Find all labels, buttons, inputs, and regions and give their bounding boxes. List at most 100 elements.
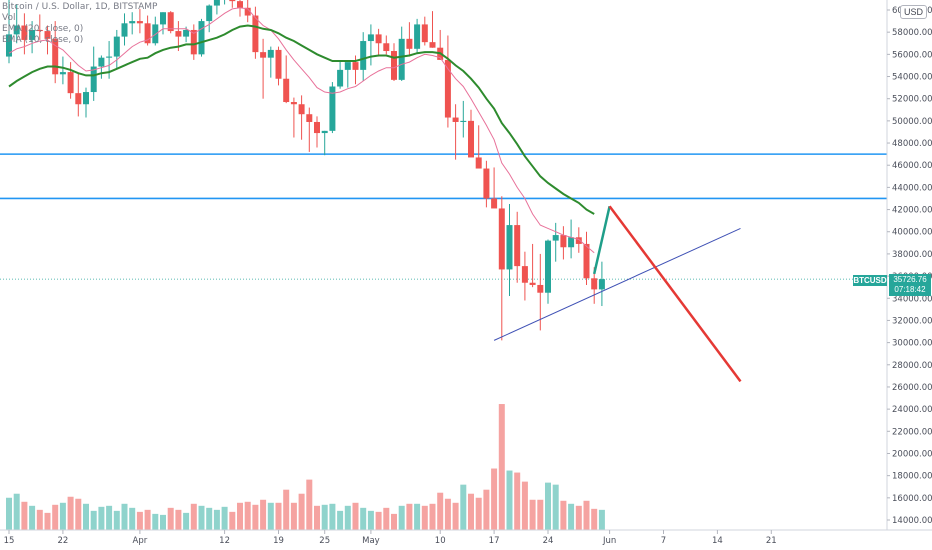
volume-bar [552, 484, 559, 530]
candle-body [129, 21, 136, 24]
volume-bar [29, 505, 36, 530]
candle-body [36, 29, 43, 32]
candle-body [598, 279, 605, 290]
y-tick-label: 50000.00 [892, 117, 932, 127]
candle-body [337, 69, 344, 87]
candle-body [167, 12, 174, 32]
candle-body [391, 51, 397, 80]
volume-bar [591, 508, 598, 530]
volume-bar [537, 499, 544, 530]
y-tick-label: 34000.00 [892, 294, 932, 304]
candle-body [444, 59, 451, 118]
volume-bar [321, 504, 328, 530]
candle-body [468, 120, 474, 158]
volume-bar [229, 511, 236, 530]
y-tick-label: 42000.00 [892, 206, 932, 216]
y-tick-label: 32000.00 [892, 316, 932, 326]
symbol-price-tag: BTCUSD [853, 275, 887, 286]
candle-body [290, 102, 297, 105]
volume-bar [514, 472, 521, 530]
x-tick-label: 25 [319, 536, 330, 546]
volume-bar [568, 503, 575, 530]
volume-bar [83, 503, 89, 530]
y-tick-label: 26000.00 [892, 383, 932, 393]
y-tick-label: 58000.00 [892, 28, 932, 38]
candle-body [360, 41, 367, 70]
y-tick-label: 16000.00 [892, 494, 932, 504]
x-tick-label: Apr [133, 536, 148, 546]
candle-body [491, 198, 498, 209]
volume-bar [560, 500, 567, 530]
candle-body [383, 43, 390, 52]
volume-bar [52, 504, 59, 530]
candle-body [460, 120, 467, 122]
candle-body [375, 34, 382, 44]
volume-bar [421, 505, 428, 530]
ema-10-line [8, 7, 595, 254]
volume-bar [383, 507, 390, 530]
x-tick-label: 21 [766, 536, 777, 546]
candle-body [229, 0, 236, 2]
candle-body [29, 29, 36, 40]
volume-bar [583, 500, 590, 530]
candle-body [552, 235, 559, 241]
candle-body [113, 36, 120, 57]
candle-body [506, 225, 513, 270]
volume-bar [190, 503, 197, 530]
volume-bar [129, 507, 136, 530]
volume-bar [136, 511, 143, 530]
y-tick-label: 30000.00 [892, 339, 932, 349]
volume-bar [483, 489, 490, 530]
volume-bar [575, 505, 582, 530]
currency-button[interactable]: USD [900, 5, 928, 19]
volume-bar [298, 493, 305, 530]
candle-body [175, 31, 182, 37]
candle-body [583, 243, 590, 279]
candle-body [237, 1, 243, 8]
volume-bar [75, 498, 82, 530]
candle-body [106, 56, 113, 58]
volume-bar [283, 489, 290, 530]
candle-body [267, 49, 274, 58]
candle-body [75, 93, 82, 105]
x-tick-label: 15 [4, 536, 15, 546]
x-tick-label: 17 [489, 536, 500, 546]
candle-body [537, 284, 544, 293]
candle-body [21, 25, 28, 40]
volume-bar [391, 513, 397, 530]
volume-bar [183, 512, 190, 530]
volume-bar [44, 512, 51, 530]
volume-bar [375, 511, 382, 530]
ema-20-label: EMA (20, close, 0) [2, 24, 84, 34]
ema-10-label: EMA (10, close, 0) [2, 35, 84, 45]
candle-body [144, 23, 151, 44]
volume-bar [260, 499, 267, 530]
candle-body [206, 5, 213, 22]
volume-bar [498, 404, 505, 530]
x-tick-label: 22 [57, 536, 68, 546]
candle-body [483, 168, 490, 199]
volume-bar [444, 498, 451, 530]
volume-bar [367, 510, 374, 530]
y-tick-label: 54000.00 [892, 73, 932, 83]
candle-body [352, 62, 359, 70]
candle-body [67, 72, 74, 94]
candle-body [244, 7, 251, 16]
candle-body [121, 23, 128, 37]
candle-body [514, 225, 521, 267]
volume-bar [344, 505, 351, 530]
x-tick-label: 10 [435, 536, 446, 546]
x-tick-label: May [362, 536, 380, 546]
volume-bar [460, 484, 467, 530]
symbol-title: Bitcoin / U.S. Dollar, 1D, BITSTAMP [2, 2, 158, 12]
volume-bar [491, 468, 498, 530]
candle-body [568, 237, 575, 248]
candle-body [252, 15, 259, 53]
candle-body [6, 34, 12, 57]
volume-bar [506, 470, 513, 530]
volume-bar [144, 509, 151, 530]
candle-body [90, 66, 97, 93]
volume-bar [152, 513, 159, 530]
volume-bar [237, 502, 243, 530]
